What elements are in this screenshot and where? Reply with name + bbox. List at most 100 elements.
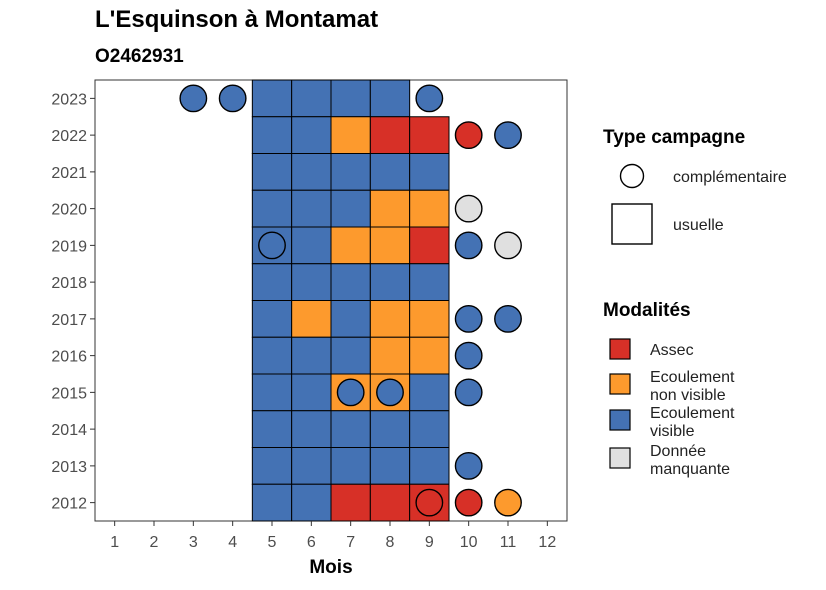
- x-tick-label: 4: [228, 534, 237, 551]
- tile-2016-7: [330, 336, 371, 375]
- tile-2018-6: [291, 263, 332, 301]
- legend-swatch-3: [609, 447, 631, 469]
- tile-2019-9: [409, 226, 450, 265]
- chart-subtitle: O2462931: [95, 46, 184, 67]
- tile-2020-5: [251, 189, 293, 228]
- point-2019-11: [494, 231, 522, 260]
- x-tick-label: 3: [189, 534, 198, 551]
- tile-2017-9: [409, 300, 450, 338]
- point-2019-5: [258, 231, 286, 260]
- x-tick-label: 7: [346, 534, 355, 551]
- point-2015-8: [376, 378, 404, 407]
- x-tick-label: 2: [150, 534, 159, 551]
- tile-2023-5: [251, 79, 293, 118]
- tile-2022-5: [251, 116, 293, 154]
- tile-2013-8: [369, 447, 411, 485]
- tile-2022-7: [330, 116, 371, 154]
- legend-modalite-label: Ecoulement: [650, 405, 735, 422]
- tile-2017-7: [330, 300, 371, 338]
- legend-modalite-label: Assec: [650, 342, 694, 359]
- x-tick-label: 1: [110, 534, 119, 551]
- tile-2018-8: [369, 263, 411, 301]
- tile-2014-5: [251, 410, 293, 448]
- tile-2018-5: [251, 263, 293, 301]
- x-axis-title: Mois: [309, 557, 352, 578]
- tile-2023-6: [291, 79, 332, 118]
- point-2023-9: [415, 84, 444, 113]
- point-2022-10: [454, 121, 483, 150]
- tile-2020-8: [369, 189, 411, 228]
- point-2012-10: [454, 488, 483, 517]
- legend-square-swatch: [611, 203, 653, 245]
- legend-modalite-label: non visible: [650, 387, 726, 404]
- tile-2016-8: [369, 336, 411, 375]
- point-2020-10: [454, 194, 483, 223]
- tile-2022-6: [291, 116, 332, 154]
- tile-2022-9: [409, 116, 450, 154]
- point-2013-10: [454, 451, 483, 480]
- tile-2017-5: [251, 300, 293, 338]
- tile-2019-6: [291, 226, 332, 265]
- tile-2014-6: [291, 410, 332, 448]
- tile-2021-5: [251, 153, 293, 191]
- legend-swatch-1: [609, 373, 631, 395]
- legend-type-label: usuelle: [673, 217, 724, 234]
- tile-2012-5: [251, 483, 293, 522]
- tile-2013-9: [409, 447, 450, 485]
- legend-swatch-2: [609, 409, 631, 431]
- legend-circle-swatch: [619, 163, 645, 189]
- point-2023-4: [218, 84, 247, 113]
- legend-type-label: complémentaire: [673, 169, 787, 186]
- tile-2018-9: [409, 263, 450, 301]
- tile-2022-8: [369, 116, 411, 154]
- y-tick-label: 2020: [51, 202, 87, 219]
- chart-title: L'Esquinson à Montamat: [95, 6, 379, 33]
- tile-2020-7: [330, 189, 371, 228]
- tile-2020-9: [409, 189, 450, 228]
- tile-2012-7: [330, 483, 371, 522]
- x-tick-label: 5: [268, 534, 277, 551]
- tile-2015-9: [409, 373, 450, 412]
- tile-2013-5: [251, 447, 293, 485]
- legend-swatch-0: [609, 338, 631, 360]
- x-tick-label: 12: [538, 534, 556, 551]
- tile-2013-7: [330, 447, 371, 485]
- y-tick-label: 2023: [51, 91, 87, 108]
- point-2015-7: [336, 378, 365, 407]
- tile-2014-7: [330, 410, 371, 448]
- legend-modalite-label: Donnée: [650, 443, 706, 460]
- x-tick-label: 6: [307, 534, 316, 551]
- tile-2014-9: [409, 410, 450, 448]
- y-tick-label: 2021: [51, 165, 87, 182]
- tile-2016-5: [251, 336, 293, 375]
- x-tick-label: 11: [500, 534, 517, 551]
- tile-2018-7: [330, 263, 371, 301]
- y-tick-label: 2012: [51, 496, 87, 513]
- legend-modalite-label: visible: [650, 423, 695, 440]
- y-tick-label: 2016: [51, 349, 87, 366]
- tile-2013-6: [291, 447, 332, 485]
- tile-2021-9: [409, 153, 450, 191]
- x-tick-label: 9: [425, 534, 434, 551]
- tile-2023-8: [369, 79, 411, 118]
- tile-2020-6: [291, 189, 332, 228]
- x-tick-label: 8: [386, 534, 395, 551]
- tile-2017-8: [369, 300, 411, 338]
- point-2016-10: [454, 341, 483, 370]
- tile-2021-8: [369, 153, 411, 191]
- point-2017-10: [454, 304, 483, 333]
- point-2015-10: [454, 378, 483, 407]
- tile-2021-6: [291, 153, 332, 191]
- tile-2016-9: [409, 336, 450, 375]
- y-tick-label: 2014: [51, 422, 87, 439]
- tile-2017-6: [291, 300, 332, 338]
- tile-2019-8: [369, 226, 411, 265]
- tile-2015-5: [251, 373, 293, 412]
- point-2022-11: [494, 121, 522, 150]
- legend-modalites-title: Modalités: [603, 300, 691, 321]
- y-tick-label: 2013: [51, 459, 87, 476]
- tile-2016-6: [291, 336, 332, 375]
- tile-2023-7: [330, 79, 371, 118]
- legend-type-title: Type campagne: [603, 127, 745, 148]
